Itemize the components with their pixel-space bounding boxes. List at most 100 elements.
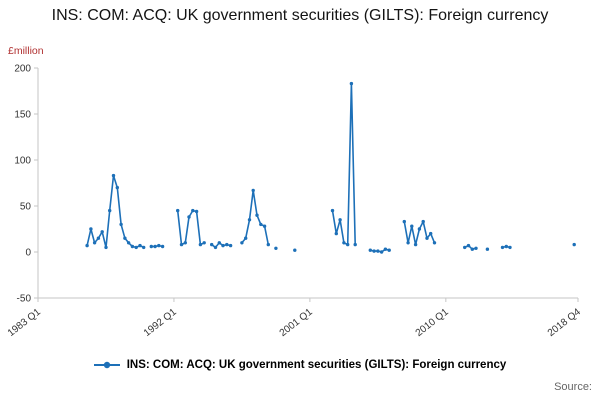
data-point (508, 245, 512, 250)
data-point (176, 208, 180, 213)
data-point (572, 242, 576, 247)
data-point (210, 242, 214, 247)
data-point (217, 241, 221, 245)
data-point (504, 244, 508, 249)
data-point (262, 224, 267, 228)
data-point (406, 241, 410, 245)
data-point (293, 248, 297, 252)
series-line (241, 189, 270, 246)
data-point (153, 244, 157, 249)
series-line (331, 82, 357, 246)
data-point (244, 236, 248, 240)
data-point (123, 236, 127, 240)
data-point (240, 241, 244, 245)
chart-title: INS: COM: ACQ: UK government securities … (51, 7, 549, 24)
series-line (86, 174, 145, 249)
data-point (104, 245, 108, 250)
data-point (353, 242, 357, 247)
data-point (368, 248, 372, 252)
data-point (213, 245, 218, 250)
y-axis-tick-label: 200 (14, 64, 31, 75)
data-point (383, 247, 388, 251)
series-line (150, 244, 164, 248)
data-point (187, 215, 191, 219)
series-line (463, 244, 477, 250)
data-point (115, 185, 120, 190)
data-point (119, 222, 123, 227)
data-point (410, 224, 414, 228)
data-point (346, 242, 350, 247)
data-point (111, 173, 116, 178)
data-point (334, 231, 338, 236)
data-point (266, 242, 270, 247)
data-point (108, 208, 112, 213)
data-point (191, 208, 195, 213)
x-axis-tick-label: 2010 Q1 (414, 306, 451, 339)
data-point (259, 222, 263, 227)
x-axis-tick-label: 2018 Q4 (546, 306, 583, 339)
data-point (92, 241, 97, 245)
data-point (372, 249, 376, 253)
data-point (466, 243, 471, 248)
data-point (96, 236, 101, 240)
data-point (202, 241, 206, 245)
y-axis-tick-label: 0 (25, 248, 31, 259)
data-point (274, 246, 278, 250)
data-point (157, 243, 161, 248)
data-point (338, 218, 342, 222)
data-point (126, 241, 131, 245)
data-point (470, 247, 474, 251)
data-point (429, 231, 433, 236)
data-point (142, 245, 146, 250)
data-point (432, 241, 437, 245)
data-point (417, 227, 422, 231)
data-point (89, 227, 93, 231)
data-point (183, 241, 187, 245)
data-point (342, 241, 346, 245)
data-point (138, 243, 142, 248)
source-label: Source: (554, 381, 592, 393)
legend: INS: COM: ACQ: UK government securities … (0, 359, 600, 371)
data-point (85, 243, 89, 248)
x-axis-tick-label: 2001 Q1 (278, 306, 315, 339)
data-point (413, 242, 418, 247)
data-point (198, 242, 203, 247)
data-point (130, 244, 135, 249)
data-point (402, 219, 406, 224)
data-point (379, 250, 384, 254)
data-point (500, 245, 505, 250)
data-point (463, 245, 467, 250)
data-point (247, 218, 252, 222)
data-point (251, 188, 255, 193)
legend-label: INS: COM: ACQ: UK government securities … (126, 359, 507, 371)
series-line (176, 209, 205, 246)
chart-svg: -50 0 50 100 150 200 1983 Q1 1992 Q1 2001 Q1 2010… (6, 64, 583, 339)
x-axis-tick-label: 1983 Q1 (6, 306, 43, 339)
data-point (387, 248, 391, 252)
data-point (349, 81, 354, 86)
data-point (425, 236, 429, 240)
data-point (225, 242, 229, 247)
data-point (221, 243, 225, 248)
data-point (149, 244, 153, 249)
y-axis-tick-label: 50 (20, 202, 32, 213)
y-axis-tick-label: 150 (14, 110, 31, 121)
data-point (421, 219, 425, 224)
y-axis-tick-label: -50 (17, 294, 32, 305)
legend-item[interactable]: INS: COM: ACQ: UK government securities … (93, 359, 507, 371)
data-point (228, 243, 233, 248)
x-axis-tick-label: 1992 Q1 (142, 306, 179, 339)
data-point (255, 213, 259, 217)
data-point (330, 208, 335, 213)
y-axis-unit-label: £million (8, 45, 44, 57)
data-point (160, 244, 165, 249)
data-point (179, 242, 184, 247)
legend-line-marker-icon (93, 361, 120, 369)
y-axis-tick-label: 100 (14, 156, 31, 167)
data-point (134, 245, 138, 250)
data-point (194, 209, 199, 214)
data-point (100, 230, 104, 234)
data-point (474, 246, 478, 250)
data-point (376, 249, 380, 253)
